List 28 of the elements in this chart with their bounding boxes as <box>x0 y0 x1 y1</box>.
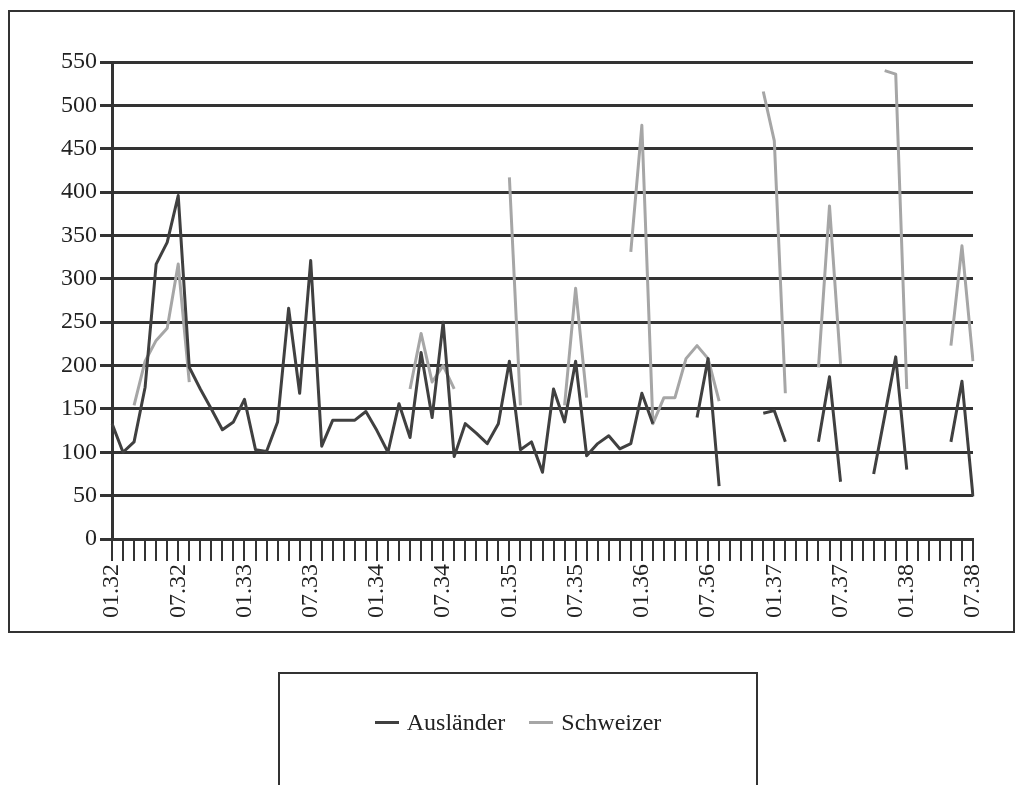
y-tick-label: 500 <box>61 90 97 117</box>
x-tick-label: 01.33 <box>229 564 256 618</box>
x-tick-label: 01.34 <box>362 564 389 618</box>
y-tick-label: 0 <box>85 524 97 551</box>
x-tick-label: 07.36 <box>693 564 720 618</box>
y-tick-label: 200 <box>61 350 97 377</box>
y-tick-label: 350 <box>61 220 97 247</box>
y-tick-label: 550 <box>61 47 97 74</box>
y-tick-label: 250 <box>61 307 97 334</box>
y-tick-label: 300 <box>61 264 97 291</box>
x-tick-label: 01.37 <box>759 564 786 618</box>
x-tick-label: 07.32 <box>163 564 190 618</box>
y-tick-label: 150 <box>61 394 97 421</box>
x-tick-label: 07.35 <box>560 564 587 618</box>
x-tick-label: 07.37 <box>825 564 852 618</box>
y-tick-label: 100 <box>61 437 97 464</box>
x-tick-label: 07.38 <box>958 564 985 618</box>
x-tick-label: 01.36 <box>627 564 654 618</box>
y-tick-label: 450 <box>61 134 97 161</box>
x-tick-label: 07.33 <box>295 564 322 618</box>
legend-label: Ausländer <box>406 708 506 736</box>
y-tick-label: 50 <box>73 480 97 507</box>
x-tick-label: 07.34 <box>428 564 455 618</box>
x-tick-label: 01.38 <box>892 564 919 618</box>
y-tick-label: 400 <box>61 177 97 204</box>
legend-label: Schweizer <box>561 708 662 736</box>
x-tick-label: 01.35 <box>494 564 521 618</box>
x-tick-label: 01.32 <box>97 564 124 618</box>
